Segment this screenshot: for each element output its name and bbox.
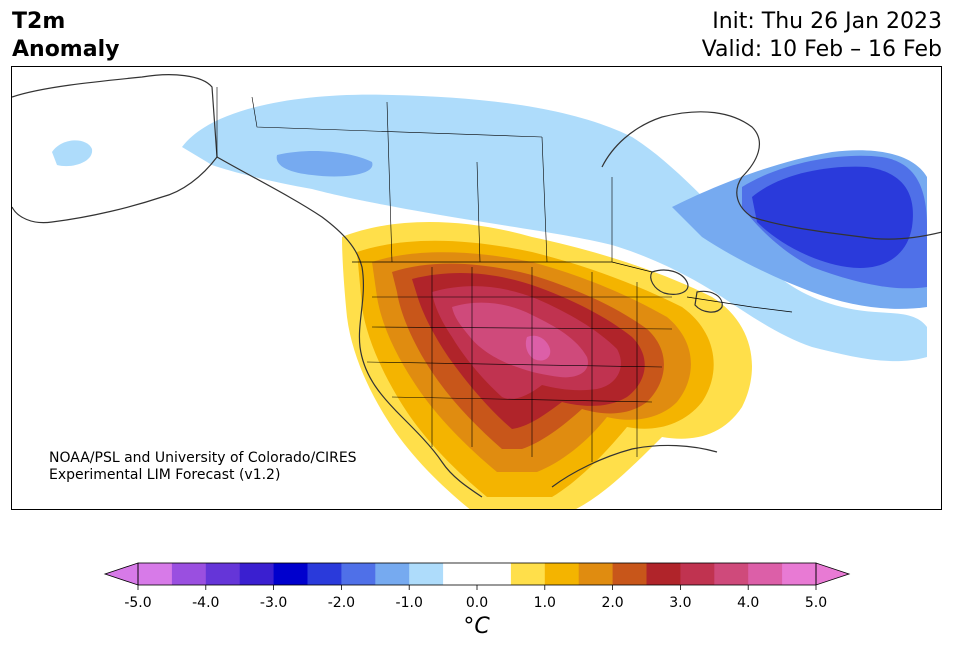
great-lakes [650,269,723,313]
colorbar-cell [748,563,783,585]
colorbar-cell [578,563,614,585]
colorbar-cell [680,563,715,585]
variable-label: T2m [12,9,66,34]
colorbar-cell [171,563,207,585]
alaska-coastline [12,74,218,224]
colorbar-tick-label: 1.0 [534,595,556,611]
cold-anomaly-light-alaska [52,140,93,167]
colorbar-cell [510,563,546,585]
credit-line-2: Experimental LIM Forecast (v1.2) [49,467,281,483]
colorbar-tick-label: 4.0 [737,595,759,611]
colorbar-tick-label: -2.0 [328,595,355,611]
colorbar-tick-label: -4.0 [192,595,219,611]
colorbar-cells [138,563,817,585]
colorbar-over-arrow [815,562,851,586]
colorbar-cell [477,563,512,585]
valid-range: Valid: 10 Feb – 16 Feb [701,37,942,62]
colorbar-cell [273,563,308,585]
colorbar-cell [239,563,275,585]
land-outlines [12,74,942,498]
hudson-bay-coastline [601,111,761,218]
colorbar-tick-label: -1.0 [396,595,423,611]
colorbar-tick-label: -3.0 [260,595,287,611]
colorbar-cell [646,563,681,585]
colorbar-cell [138,563,173,585]
colorbar-tick-label: 0.0 [466,595,488,611]
cold-anomaly-mid-plains [276,151,373,177]
colorbar-cell [443,563,478,585]
cold-anomaly-core [752,166,913,268]
warm-anomaly-core [452,302,588,378]
colorbar-unit-label: °C [463,614,490,639]
colorbar-cell [205,563,241,585]
init-date: Init: Thu 26 Jan 2023 [712,9,942,34]
colorbar-cell [375,563,410,585]
data-credit: NOAA/PSL and University of Colorado/CIRE… [49,450,357,484]
gulf-coastline [551,444,718,488]
colorbar-tick-label: -5.0 [124,595,151,611]
pacific-coastline [216,156,483,498]
anomaly-label: Anomaly [12,37,120,62]
colorbar-cell [612,563,647,585]
colorbar-cell [409,563,444,585]
colorbar-cell [307,563,342,585]
colorbar-tick-label: 5.0 [805,595,827,611]
colorbar-cell [341,563,376,585]
colorbar-tick-label: 2.0 [601,595,623,611]
colorbar-tick-label: 3.0 [669,595,691,611]
colorbar-ticks: -5.0 -4.0 -3.0 -2.0 -1.0 0.0 1.0 2.0 3.0 4.0 5.0 [124,585,827,611]
colorbar: -5.0 -4.0 -3.0 -2.0 -1.0 0.0 1.0 2.0 3.0 4.0 5.0 [103,562,851,611]
colorbar-cell [714,563,749,585]
map-canvas [12,74,942,509]
anomaly-map [11,66,942,510]
colorbar-cell [544,563,580,585]
credit-line-1: NOAA/PSL and University of Colorado/CIRE… [49,450,357,466]
state-borders [366,267,673,462]
forecast-dates: Init: Thu 26 Jan 2023 Valid: 10 Feb – 16… [702,8,942,64]
map-title: T2m Anomaly [12,8,119,64]
colorbar-under-arrow [103,562,139,586]
province-borders [216,87,613,263]
colorbar-cell [782,563,817,585]
